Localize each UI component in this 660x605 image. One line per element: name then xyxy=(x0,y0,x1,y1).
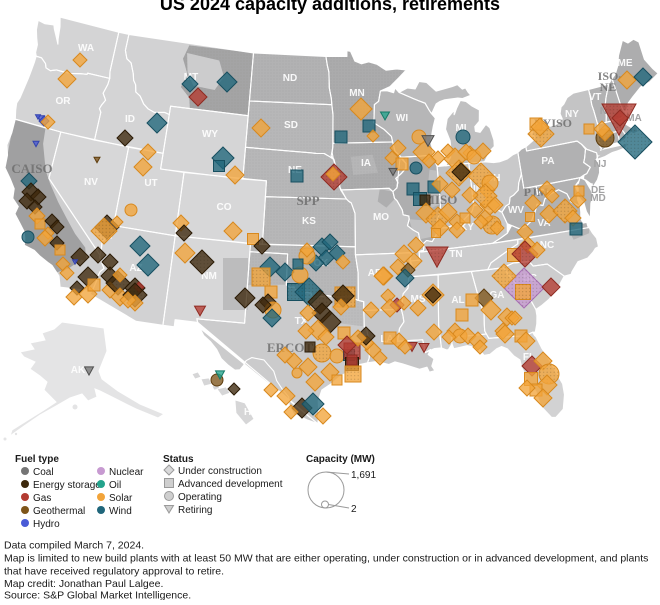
svg-text:CAISO: CAISO xyxy=(11,161,52,176)
svg-text:Geothermal: Geothermal xyxy=(33,506,85,517)
svg-text:NV: NV xyxy=(84,177,98,188)
svg-text:Status: Status xyxy=(163,454,194,465)
svg-text:PA: PA xyxy=(541,156,554,167)
svg-text:IA: IA xyxy=(361,158,371,169)
svg-text:MI: MI xyxy=(455,123,466,134)
svg-text:Solar: Solar xyxy=(109,493,133,504)
svg-text:Oil: Oil xyxy=(109,480,121,491)
svg-text:that have received regulatory: that have received regulatory approval t… xyxy=(4,566,224,578)
svg-text:FL: FL xyxy=(523,352,535,363)
svg-text:Advanced development: Advanced development xyxy=(178,479,283,490)
svg-text:KS: KS xyxy=(302,216,316,227)
svg-text:GA: GA xyxy=(490,290,505,301)
svg-text:WI: WI xyxy=(396,113,408,124)
svg-text:IN: IN xyxy=(473,184,483,195)
svg-text:Retiring: Retiring xyxy=(178,505,212,516)
svg-text:SPP: SPP xyxy=(296,193,319,208)
svg-text:CO: CO xyxy=(217,202,232,213)
svg-text:DE: DE xyxy=(591,185,605,196)
svg-text:KY: KY xyxy=(460,222,474,233)
svg-text:1,691: 1,691 xyxy=(351,470,376,481)
svg-text:Map credit: Jonathan Paul Lalg: Map credit: Jonathan Paul Lalgee. xyxy=(4,578,163,590)
svg-text:UT: UT xyxy=(144,178,157,189)
svg-text:Operating: Operating xyxy=(178,492,222,503)
svg-text:Coal: Coal xyxy=(33,467,54,478)
svg-text:Source: S&P Global Market Inte: Source: S&P Global Market Intelligence. xyxy=(4,590,191,601)
svg-text:NY: NY xyxy=(565,109,579,120)
svg-text:MD: MD xyxy=(590,193,606,204)
svg-text:ND: ND xyxy=(283,73,297,84)
svg-text:HI: HI xyxy=(244,407,254,418)
svg-text:Nuclear: Nuclear xyxy=(109,467,144,478)
svg-text:AK: AK xyxy=(71,365,86,376)
svg-text:Capacity (MW): Capacity (MW) xyxy=(306,454,375,465)
svg-text:AZ: AZ xyxy=(129,263,142,274)
svg-text:Hydro: Hydro xyxy=(33,519,60,530)
svg-text:SD: SD xyxy=(284,120,298,131)
svg-text:Energy storage: Energy storage xyxy=(33,480,101,491)
svg-text:Wind: Wind xyxy=(109,506,132,517)
svg-text:TX: TX xyxy=(295,316,308,327)
svg-text:ME: ME xyxy=(618,58,633,69)
svg-text:NM: NM xyxy=(201,271,217,282)
svg-text:AL: AL xyxy=(451,295,464,306)
svg-text:VA: VA xyxy=(537,218,550,229)
svg-text:Fuel type: Fuel type xyxy=(15,454,59,465)
svg-text:Map is limited to new build pl: Map is limited to new build plants with … xyxy=(4,553,648,565)
svg-text:MO: MO xyxy=(373,212,389,223)
svg-text:MA: MA xyxy=(626,113,642,124)
svg-text:NJ: NJ xyxy=(594,159,607,170)
svg-text:Gas: Gas xyxy=(33,493,51,504)
svg-text:WV: WV xyxy=(508,205,524,216)
svg-text:NC: NC xyxy=(540,240,554,251)
svg-text:ERCOT: ERCOT xyxy=(267,340,314,355)
svg-text:ID: ID xyxy=(125,114,135,125)
svg-text:VT: VT xyxy=(589,92,602,103)
svg-text:2: 2 xyxy=(351,504,357,515)
svg-text:OR: OR xyxy=(56,96,72,107)
svg-text:ISO-: ISO- xyxy=(598,69,623,83)
svg-text:MN: MN xyxy=(349,88,365,99)
svg-text:WA: WA xyxy=(78,43,94,54)
svg-text:NE: NE xyxy=(600,80,617,94)
svg-text:AR: AR xyxy=(368,268,383,279)
svg-text:WY: WY xyxy=(202,129,218,140)
svg-text:TN: TN xyxy=(449,249,462,260)
svg-text:US 2024 capacity additions, re: US 2024 capacity additions, retirements xyxy=(160,0,500,14)
svg-text:Data compiled March 7, 2024.: Data compiled March 7, 2024. xyxy=(4,540,144,552)
svg-text:Under construction: Under construction xyxy=(178,466,262,477)
